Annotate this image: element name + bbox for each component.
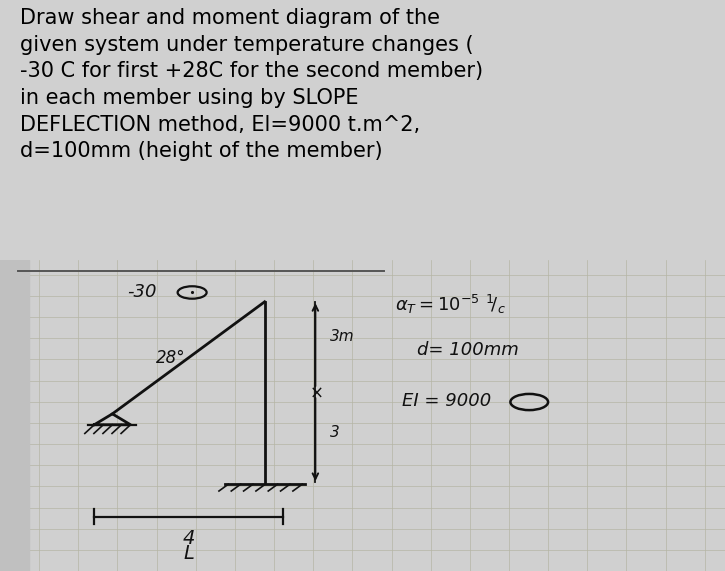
Text: d= 100mm: d= 100mm bbox=[417, 341, 518, 359]
Text: $\alpha_T= 10^{-5}\ ^{1}\!/_{c}$: $\alpha_T= 10^{-5}\ ^{1}\!/_{c}$ bbox=[395, 293, 506, 316]
Text: L: L bbox=[183, 544, 194, 564]
Text: 28°: 28° bbox=[156, 349, 186, 367]
Text: 3m: 3m bbox=[330, 328, 355, 344]
Text: -30: -30 bbox=[127, 283, 157, 301]
Text: Draw shear and moment diagram of the
given system under temperature changes (
-3: Draw shear and moment diagram of the giv… bbox=[20, 8, 484, 162]
Text: 3: 3 bbox=[330, 425, 339, 440]
Text: EI = 9000: EI = 9000 bbox=[402, 392, 492, 411]
Text: $\times$: $\times$ bbox=[309, 383, 322, 401]
Text: 4: 4 bbox=[182, 529, 195, 548]
